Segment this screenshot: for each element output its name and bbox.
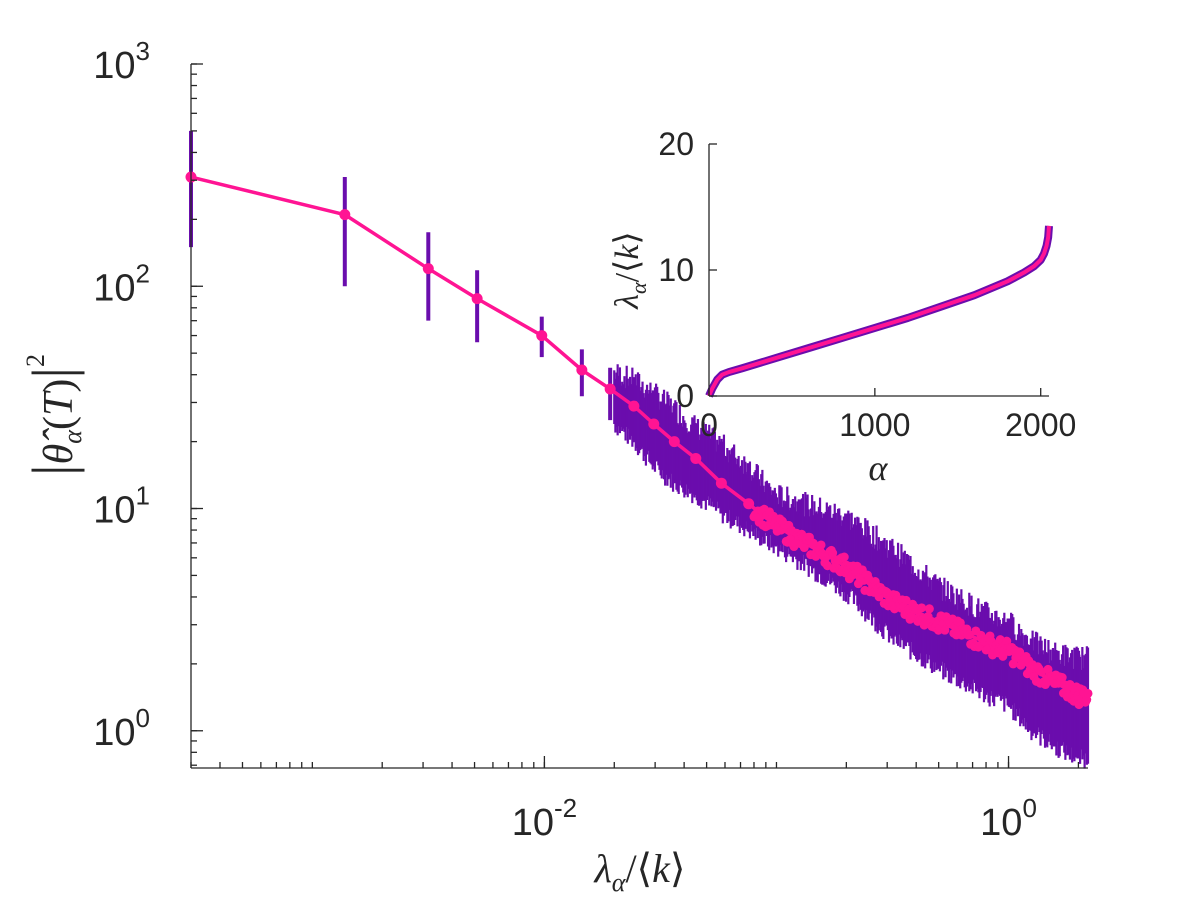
main-plot-area [185, 130, 1093, 769]
main-y-label-T: ( [36, 416, 82, 430]
main-marker [917, 603, 927, 613]
inset-line-path [707, 225, 1051, 397]
inset-y-label-lambda: λ [609, 294, 646, 310]
main-x-label-close: ⟩ [670, 846, 686, 891]
main-y-label-alpha: α [58, 429, 87, 444]
svg-text:λα/⟨k⟩: λα/⟨k⟩ [609, 231, 651, 309]
main-marker [648, 418, 660, 430]
main-x-tick-label: 10-2 [512, 793, 577, 844]
main-marker [715, 477, 727, 489]
main-marker [339, 209, 351, 221]
main-y-tick-label: 100 [93, 703, 150, 754]
main-marker [964, 630, 974, 640]
main-y-tick-label: 101 [93, 481, 150, 532]
main-marker [839, 552, 849, 562]
main-y-label-sq: 2 [21, 354, 50, 367]
main-y-label-bar-left: | [20, 464, 85, 476]
inset-x-tick-label: 2000 [1005, 407, 1076, 443]
main-marker [1057, 673, 1067, 683]
main-marker [799, 543, 809, 553]
main-y-tick-label: 103 [93, 36, 150, 87]
main-marker [1002, 636, 1012, 646]
main-marker [604, 383, 616, 395]
main-marker [471, 293, 483, 305]
main-marker [924, 604, 934, 614]
inset-y-tick-label: 0 [676, 378, 694, 414]
main-marker [1043, 664, 1053, 674]
inset-x-ticks: 0 1000 2000 [700, 388, 1076, 443]
inset-background [709, 144, 1049, 396]
main-x-label-lambda: λ [593, 846, 611, 891]
main-marker [743, 498, 755, 510]
main-x-axis-label: λα/⟨k⟩ [593, 846, 685, 897]
inset-y-tick-label: 20 [658, 126, 694, 162]
main-marker [668, 436, 680, 448]
main-marker [998, 651, 1008, 661]
inset-series-line [707, 225, 1051, 397]
main-marker [1015, 647, 1025, 657]
main-markers [185, 171, 1093, 710]
main-marker [690, 452, 702, 464]
main-marker [906, 611, 916, 621]
inset-y-ticks: 0 10 20 [658, 126, 717, 414]
main-marker [1083, 688, 1093, 698]
main-y-label-paren: ) [36, 379, 82, 393]
main-marker [901, 595, 911, 605]
inset-y-tick-label: 10 [658, 252, 694, 288]
main-y-label-T-letter: T [36, 390, 82, 416]
svg-text:|θ̂α(T)|2: |θ̂α(T)|2 [20, 354, 87, 476]
main-y-label-bar-right: | [20, 367, 85, 379]
main-marker [628, 400, 640, 412]
main-y-axis-label: |θ̂α(T)|2 [20, 354, 87, 476]
inset-x-tick-label: 1000 [839, 407, 910, 443]
main-x-label-k: k [652, 846, 671, 891]
inset-y-label-rest: /⟨ [609, 260, 646, 283]
main-x-tick-label: 100 [980, 793, 1037, 844]
inset-y-axis-label: λα/⟨k⟩ [609, 231, 651, 309]
inset-x-tick-label: 0 [700, 407, 718, 443]
main-y-ticks: 100 101 102 103 [93, 36, 203, 766]
main-marker [816, 540, 826, 550]
main-x-label-rest: /⟨ [625, 846, 652, 891]
main-x-label-alpha: α [612, 868, 627, 897]
main-y-tick-label: 102 [93, 258, 150, 309]
main-marker [422, 263, 434, 275]
main-marker [536, 330, 548, 342]
inset-y-label-close: ⟩ [609, 231, 646, 244]
main-noise-band [613, 364, 1090, 769]
main-x-ticks: 10-2 100 [190, 756, 1080, 844]
inset-y-label-alpha: α [626, 282, 651, 294]
main-marker [576, 364, 588, 376]
main-marker [828, 548, 838, 558]
inset-y-label-k: k [609, 244, 646, 260]
inset-x-axis-label: α [869, 448, 889, 488]
